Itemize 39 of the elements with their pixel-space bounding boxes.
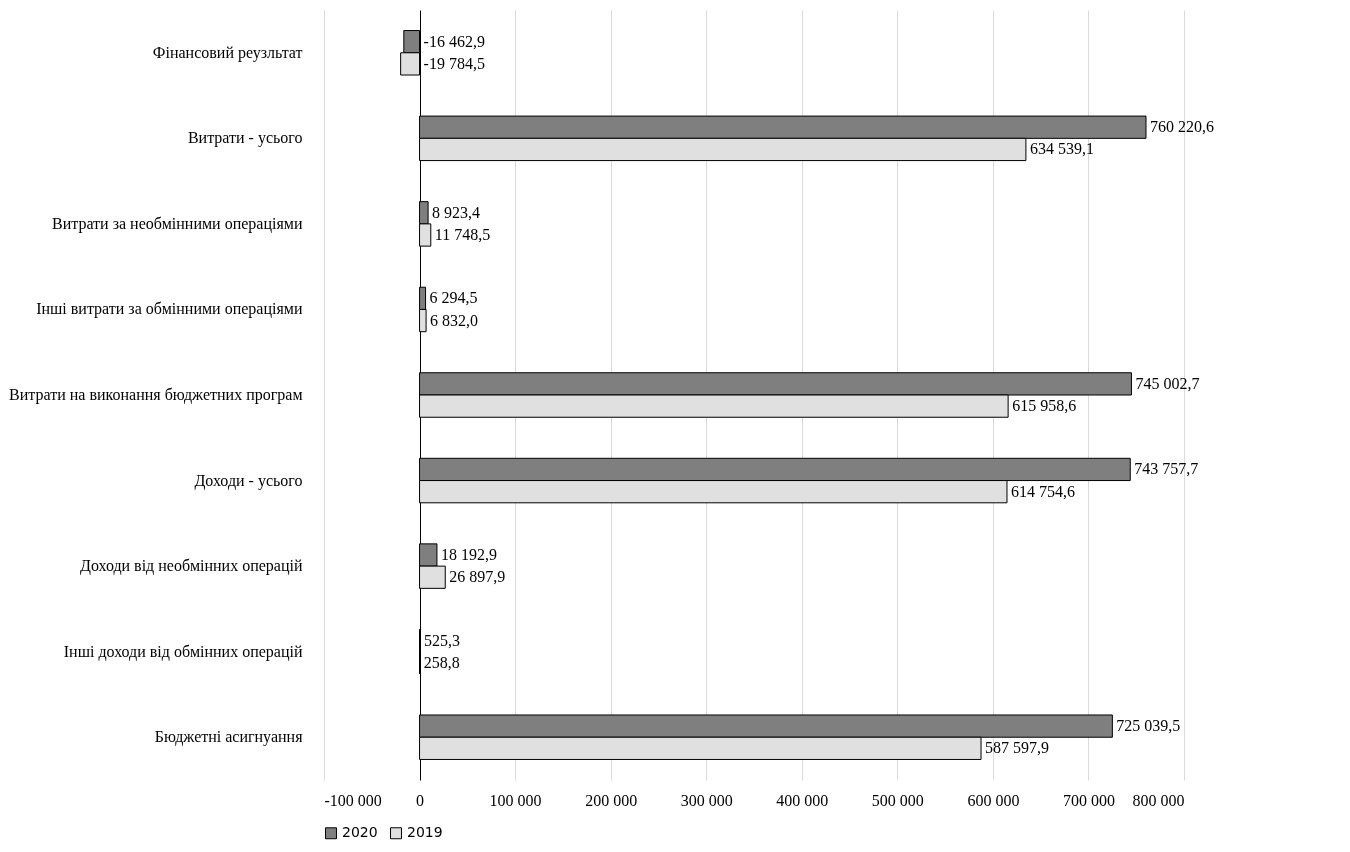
data-label: 725 039,5 xyxy=(1116,717,1181,735)
legend-label: 2019 xyxy=(407,824,443,841)
y-tick-label: Інші доходи від обмінних операцій xyxy=(63,642,303,661)
x-tick-label: 300 000 xyxy=(680,791,733,809)
x-tick-label: -100 000 xyxy=(324,791,382,809)
y-tick-label: Бюджетні асигнуання xyxy=(154,728,304,747)
data-label: 26 897,9 xyxy=(449,568,506,586)
y-tick-label: Доходи - усього xyxy=(194,471,303,490)
data-label: 6 832,0 xyxy=(430,311,479,329)
data-label: 745 002,7 xyxy=(1135,374,1200,392)
y-tick-label: Витрати на виконання бюджетних програм xyxy=(9,386,303,404)
x-tick-label: 600 000 xyxy=(967,791,1020,809)
x-tick-label: 800 000 xyxy=(1132,791,1185,809)
x-tick-label: 500 000 xyxy=(871,791,924,809)
x-tick-label: 700 000 xyxy=(1062,791,1115,809)
data-label: 760 220,6 xyxy=(1149,118,1214,136)
legend-label: 2020 xyxy=(342,824,378,841)
x-tick-label: 0 xyxy=(416,791,425,809)
data-label: -16 462,9 xyxy=(423,32,485,50)
data-label: 634 539,1 xyxy=(1029,140,1094,158)
data-label: 18 192,9 xyxy=(440,545,497,563)
y-tick-label: Витрати за необмінними операціями xyxy=(52,214,303,233)
y-tick-label: Витрати - усього xyxy=(187,129,303,148)
data-label: -19 784,5 xyxy=(423,54,485,72)
y-tick-label: Доходи від необмінних операцій xyxy=(79,557,303,576)
x-tick-label: 200 000 xyxy=(585,791,638,809)
data-label: 525,3 xyxy=(424,631,461,649)
data-label: 6 294,5 xyxy=(429,289,478,307)
data-label: 258,8 xyxy=(423,653,460,671)
x-tick-label: 100 000 xyxy=(489,791,542,809)
y-tick-label: Фінансовий реузльтат xyxy=(152,43,303,62)
data-label: 587 597,9 xyxy=(985,739,1050,757)
x-tick-label: 400 000 xyxy=(776,791,829,809)
data-label: 743 757,7 xyxy=(1134,460,1199,478)
y-tick-label: Інші витрати за обмінними операціями xyxy=(36,300,303,319)
data-label: 614 754,6 xyxy=(1010,482,1075,500)
data-label: 8 923,4 xyxy=(432,203,481,221)
data-label: 615 958,6 xyxy=(1012,397,1077,415)
data-label: 11 748,5 xyxy=(434,226,491,244)
